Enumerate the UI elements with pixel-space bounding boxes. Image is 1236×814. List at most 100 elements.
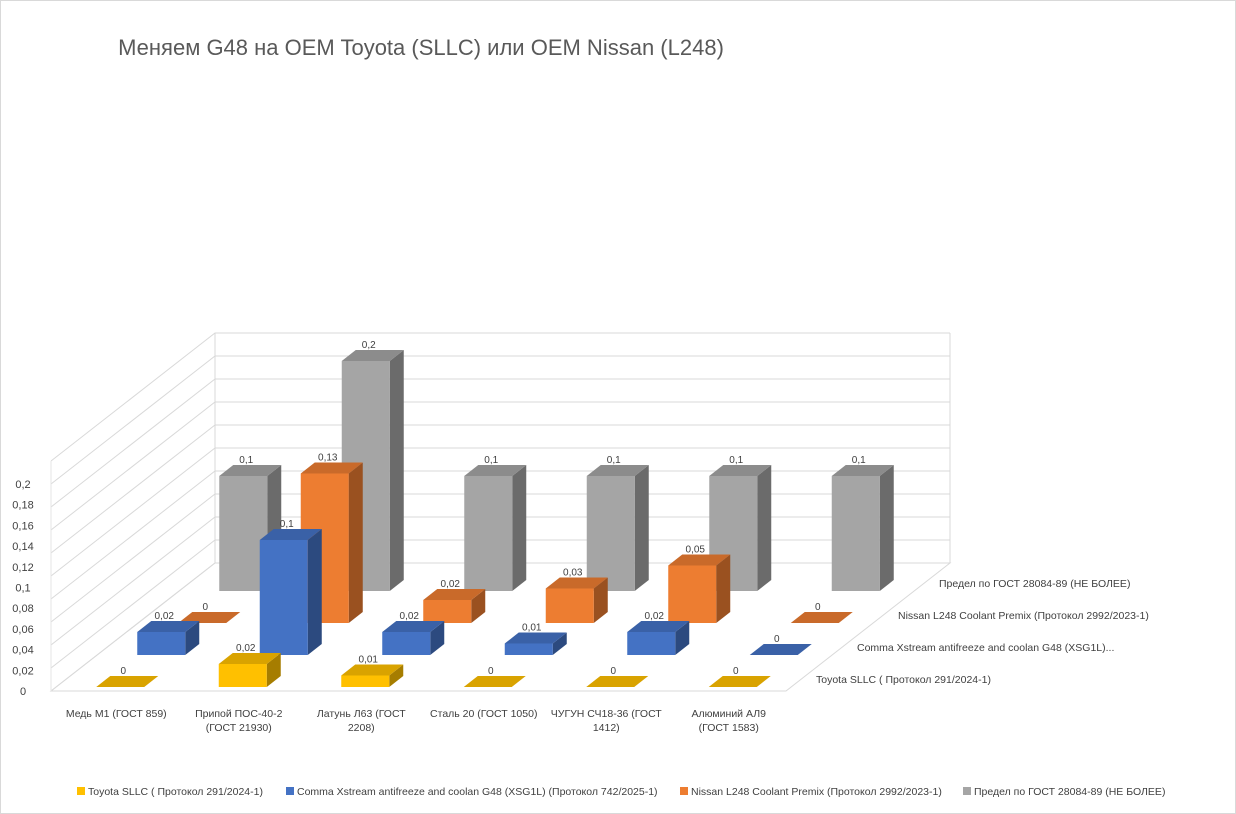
category-label: Сталь 20 (ГОСТ 1050): [430, 708, 537, 720]
bar-top: [749, 644, 812, 655]
bar-front: [464, 476, 513, 591]
y-tick-label: 0: [20, 686, 26, 698]
category-labels: Медь М1 (ГОСТ 859) Припой ПОС-40-2 (ГОСТ 2…: [66, 708, 766, 734]
y-tick-label: 0,1: [15, 583, 30, 595]
bar: 0,03: [545, 568, 608, 623]
bar-top: [218, 653, 281, 664]
bar: 0,02: [423, 579, 486, 623]
y-tick-label: 0,12: [12, 562, 33, 574]
category-label: ЧУГУН СЧ18-36 (ГОСТ 1412): [551, 708, 663, 734]
series-1: 0,02 0,1 0,02 0,01 0,02 0: [137, 519, 812, 655]
bar: 0,01: [504, 623, 567, 655]
bar-side: [185, 621, 200, 655]
bar-top: [790, 612, 853, 623]
series-2: 0 0,13 0,02 0,03 0,05 0: [178, 453, 853, 623]
bar: 0,1: [464, 455, 527, 591]
bar-side: [593, 577, 608, 623]
data-label: 0,1: [852, 455, 866, 466]
legend-label: Предел по ГОСТ 28084-89 (НЕ БОЛЕЕ): [974, 786, 1165, 798]
data-label: 0: [120, 666, 126, 677]
bar-side: [879, 465, 894, 591]
legend: Toyota SLLC ( Протокол 291/2024-1) Comma …: [77, 786, 1165, 798]
bar: 0,02: [382, 611, 445, 655]
legend-item: Toyota SLLC ( Протокол 291/2024-1): [77, 786, 263, 798]
depth-label: Предел по ГОСТ 28084-89 (НЕ БОЛЕЕ): [939, 578, 1130, 590]
data-label: 0,01: [359, 655, 379, 666]
data-label: 0,13: [318, 453, 338, 464]
bar-side: [716, 554, 731, 623]
y-tick-label: 0,06: [12, 624, 33, 636]
bar-side: [757, 465, 772, 591]
series-0: 0 0,02 0,01 0 0 0: [96, 643, 771, 687]
bar-top: [259, 529, 322, 540]
bar: 0: [790, 602, 853, 623]
bar-top: [627, 621, 690, 632]
y-axis-ticks: 0 0,02 0,04 0,06 0,08 0,1 0,12 0,14 0,16 0,18 0,2: [12, 479, 33, 698]
bar-front: [545, 588, 594, 623]
category-label: Припой ПОС-40-2 (ГОСТ 21930): [195, 708, 283, 734]
bar-top: [423, 589, 486, 600]
bar: 0: [749, 634, 812, 655]
category-label: Алюминий АЛ9 (ГОСТ 1583): [692, 708, 767, 734]
data-label: 0: [815, 602, 821, 613]
data-label: 0,02: [645, 611, 665, 622]
data-label: 0,1: [484, 455, 498, 466]
bar: 0: [178, 602, 241, 623]
data-label: 0,05: [686, 545, 706, 556]
legend-label: Comma Xstream antifreeze and coolan G48 …: [297, 786, 658, 798]
bar-side: [675, 621, 690, 655]
bar-front: [382, 632, 431, 655]
bar: 0: [586, 666, 649, 687]
data-label: 0,02: [155, 611, 175, 622]
data-label: 0,1: [280, 519, 294, 530]
bar-front: [586, 476, 635, 591]
bar-top: [586, 465, 649, 476]
data-label: 0,2: [362, 340, 376, 351]
data-label: 0,02: [236, 643, 256, 654]
bar-front: [668, 565, 717, 623]
y-tick-label: 0,16: [12, 520, 33, 532]
legend-item: Comma Xstream antifreeze and coolan G48 …: [286, 786, 658, 798]
bar-front: [423, 600, 472, 623]
bar-side: [634, 465, 649, 591]
y-tick-label: 0,02: [12, 665, 33, 677]
bar-top: [341, 664, 404, 676]
y-tick-label: 0,18: [12, 500, 33, 512]
bar-top: [668, 554, 731, 566]
y-tick-label: 0,14: [12, 541, 33, 553]
bar-side: [512, 465, 527, 591]
bar-front: [627, 632, 676, 655]
bar: 0,1: [831, 455, 894, 591]
depth-label: Comma Xstream antifreeze and coolan G48 …: [857, 642, 1114, 654]
bar: 0,1: [259, 519, 322, 655]
bar-top: [545, 577, 608, 589]
bar-top: [300, 462, 363, 474]
bar-front: [504, 643, 553, 655]
bar-front: [831, 476, 880, 591]
bar-top: [219, 465, 282, 476]
bar: 0: [708, 666, 771, 687]
data-label: 0,02: [441, 579, 461, 590]
bar-side: [389, 664, 404, 687]
bar-top: [96, 676, 159, 687]
y-tick-label: 0,04: [12, 645, 33, 657]
legend-swatch: [77, 787, 85, 795]
legend-swatch: [680, 787, 688, 795]
gridline: [50, 332, 950, 462]
legend-swatch: [286, 787, 294, 795]
data-label: 0: [774, 634, 780, 645]
category-label: Медь М1 (ГОСТ 859): [66, 708, 167, 720]
bar-front: [219, 476, 268, 591]
data-label: 0: [202, 602, 208, 613]
bar-side: [266, 653, 281, 687]
bar: 0,13: [300, 453, 363, 623]
bar-top: [586, 676, 649, 687]
depth-label: Nissan L248 Coolant Premix (Протокол 299…: [898, 610, 1149, 622]
chart-title: Меняем G48 на OEM Toyota (SLLC) или OEM …: [118, 35, 724, 60]
bar-front: [218, 664, 267, 687]
bar-top: [382, 621, 445, 632]
data-label: 0,01: [522, 623, 542, 634]
legend-label: Toyota SLLC ( Протокол 291/2024-1): [88, 786, 263, 798]
